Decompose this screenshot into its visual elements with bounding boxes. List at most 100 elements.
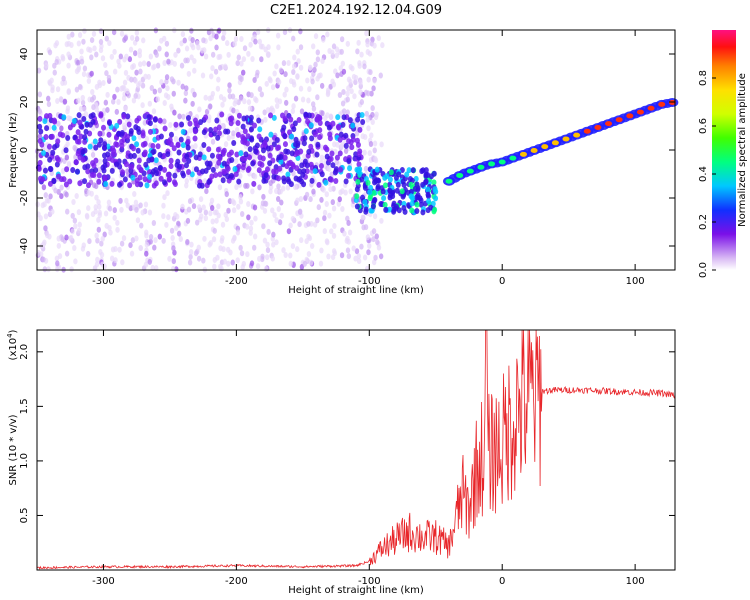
spectrogram-speckle bbox=[138, 61, 143, 68]
spectrogram-band-cell bbox=[180, 142, 186, 149]
spectrogram-speckle bbox=[119, 85, 124, 92]
spectrogram-speckle bbox=[176, 230, 182, 237]
spectrogram-speckle bbox=[316, 204, 321, 211]
spectrogram-band-cell bbox=[168, 131, 174, 138]
spectrogram-band-cell bbox=[77, 119, 83, 126]
spectrogram-band-cell bbox=[152, 116, 158, 123]
spectrogram-transition-cell bbox=[420, 209, 426, 216]
spectrogram-speckle bbox=[365, 116, 370, 123]
spectrogram-speckle bbox=[238, 198, 244, 205]
spectrogram-band-cell bbox=[165, 151, 171, 158]
spectrogram-speckle bbox=[238, 95, 244, 102]
spectrogram-band-cell bbox=[193, 120, 199, 127]
spectrogram-speckle bbox=[56, 235, 61, 242]
spectrogram-speckle bbox=[321, 36, 326, 43]
spectrogram-speckle bbox=[134, 29, 140, 36]
spectrogram-band-cell bbox=[245, 133, 251, 140]
spectrogram-speckle bbox=[64, 154, 70, 161]
spectrogram-band-cell bbox=[317, 134, 323, 141]
spectrogram-speckle bbox=[299, 108, 305, 115]
snr-panel: -300 -200 -100 0 100 0.5 1.0 1.5 2.0 Height of … bbox=[6, 329, 676, 596]
ridge-point bbox=[615, 117, 623, 123]
spectrogram-band-cell bbox=[78, 133, 84, 140]
spectrogram-band-cell bbox=[286, 178, 292, 185]
spectrogram-band-cell bbox=[117, 181, 123, 188]
spectrogram-band-cell bbox=[247, 146, 253, 153]
spectrogram-band-cell bbox=[51, 177, 57, 184]
spectrogram-speckle bbox=[132, 190, 137, 197]
spectrogram-band-cell bbox=[289, 150, 295, 157]
spectrogram-speckle bbox=[87, 238, 92, 245]
spectrogram-speckle bbox=[140, 209, 145, 216]
spectrogram-speckle bbox=[65, 108, 70, 115]
spectrogram-speckle bbox=[232, 234, 237, 241]
spectrogram-speckle bbox=[339, 36, 345, 43]
spectrogram-speckle bbox=[79, 48, 84, 55]
spectrogram-speckle bbox=[263, 265, 269, 272]
spectrogram-band-cell bbox=[268, 112, 274, 119]
spectrogram-band-cell bbox=[206, 146, 212, 153]
spectrogram-band-cell bbox=[295, 150, 301, 157]
ridge-point bbox=[636, 109, 644, 115]
spectrogram-speckle bbox=[322, 228, 328, 235]
spectrogram-band-cell bbox=[137, 174, 143, 181]
spectrogram-band-cell bbox=[236, 178, 242, 185]
spectrogram-band-cell bbox=[306, 148, 312, 155]
spectrogram-band-cell bbox=[197, 151, 203, 158]
spectrogram-speckle bbox=[226, 207, 231, 214]
spectrogram-speckle bbox=[231, 130, 236, 137]
spectrogram-speckle bbox=[129, 250, 135, 257]
spectrogram-speckle bbox=[239, 250, 245, 257]
spectrogram-band-cell bbox=[185, 114, 191, 121]
spectrogram-band-cell bbox=[178, 136, 184, 143]
spectrogram-speckle bbox=[373, 157, 379, 164]
spectrogram-speckle bbox=[224, 216, 230, 223]
spectrogram-band-cell bbox=[155, 143, 161, 150]
spectrogram-speckle bbox=[254, 72, 260, 79]
spectrogram-speckle bbox=[119, 206, 124, 213]
spectrogram-transition-cell bbox=[414, 201, 420, 208]
spectrogram-speckle bbox=[124, 53, 129, 60]
spectrogram-speckle bbox=[326, 253, 331, 260]
spectrogram-speckle bbox=[359, 51, 364, 58]
spectrogram-speckle bbox=[94, 232, 99, 239]
spectrogram-speckle bbox=[270, 255, 275, 262]
spectrogram-speckle bbox=[351, 245, 356, 252]
spectrogram-band-cell bbox=[356, 150, 362, 157]
spectrogram-speckle bbox=[320, 110, 325, 117]
spectrogram-band-cell bbox=[166, 176, 172, 183]
spectrogram-speckle bbox=[66, 51, 71, 58]
spectrogram-band-cell bbox=[263, 172, 269, 179]
spectrogram-band-cell bbox=[102, 158, 108, 165]
spectrogram-speckle bbox=[257, 86, 263, 93]
spectrogram-speckle bbox=[113, 257, 118, 264]
spectrogram-band-cell bbox=[175, 158, 181, 165]
spectrogram-band-cell bbox=[127, 182, 133, 189]
spectrogram-speckle bbox=[100, 55, 106, 62]
spectrogram-speckle bbox=[215, 85, 221, 92]
spectrogram-speckle bbox=[360, 133, 365, 140]
spectrogram-speckle bbox=[210, 51, 216, 58]
spectrogram-speckle bbox=[366, 76, 371, 83]
spectrogram-y-tick-label: 40 bbox=[19, 48, 30, 61]
spectrogram-speckle bbox=[159, 37, 164, 44]
snr-x-tick-label: 0 bbox=[499, 576, 505, 587]
spectrogram-band-cell bbox=[350, 136, 356, 143]
spectrogram-band-cell bbox=[37, 123, 43, 130]
spectrogram-speckle bbox=[189, 54, 194, 61]
spectrogram-speckle bbox=[200, 72, 206, 79]
spectrogram-band-cell bbox=[275, 145, 281, 152]
spectrogram-band-cell bbox=[106, 120, 112, 127]
spectrogram-band-cell bbox=[124, 133, 130, 140]
spectrogram-speckle bbox=[360, 214, 365, 221]
spectrogram-band-cell bbox=[85, 168, 91, 175]
spectrogram-speckle bbox=[121, 122, 127, 129]
spectrogram-speckle bbox=[188, 127, 193, 134]
spectrogram-speckle bbox=[298, 85, 304, 92]
spectrogram-speckle bbox=[81, 71, 87, 78]
spectrogram-band-cell bbox=[221, 168, 227, 175]
spectrogram-speckle bbox=[334, 52, 340, 59]
spectrogram-transition-cell bbox=[428, 173, 434, 180]
spectrogram-band-cell bbox=[52, 144, 58, 151]
spectrogram-transition-cell bbox=[433, 195, 439, 202]
